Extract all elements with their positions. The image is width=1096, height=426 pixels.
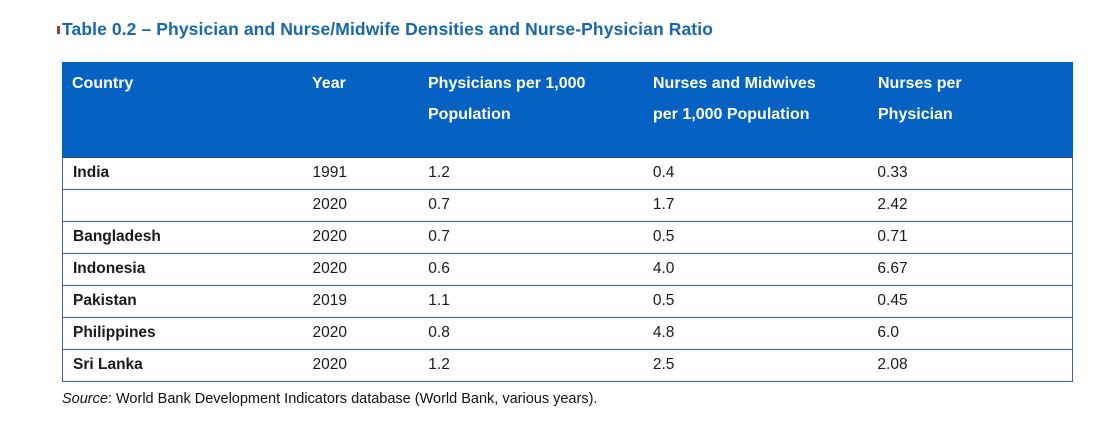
cell-physicians: 1.2 xyxy=(428,356,450,373)
cell-year: 2019 xyxy=(312,292,347,309)
cell-nurses: 4.0 xyxy=(652,260,675,277)
source-text: : World Bank Development Indicators data… xyxy=(107,391,598,407)
table-row: Indonesia 2020 0.6 4.0 6.67 xyxy=(63,254,1072,286)
cell-nurses: 1.7 xyxy=(652,196,675,213)
column-header-nurses-midwives: Nurses and Midwives per 1,000 Population xyxy=(653,75,816,123)
cell-country: India xyxy=(73,164,110,181)
source-note: Source: World Bank Development Indicator… xyxy=(62,391,597,407)
data-table: Country Year Physicians per 1,000 Popula… xyxy=(62,62,1073,382)
cell-nurses: 2.5 xyxy=(652,356,675,373)
table-row: India 1991 1.2 0.4 0.33 xyxy=(63,158,1072,190)
cell-country: Indonesia xyxy=(73,260,146,277)
cell-year: 2020 xyxy=(312,228,347,245)
cell-ratio: 0.33 xyxy=(877,164,908,181)
table-row: Bangladesh 2020 0.7 0.5 0.71 xyxy=(63,222,1072,254)
cell-ratio: 6.0 xyxy=(877,324,899,341)
table-row: Pakistan 2019 1.1 0.5 0.45 xyxy=(63,286,1072,318)
table-row: 2020 0.7 1.7 2.42 xyxy=(63,190,1072,222)
table-header-row: Country Year Physicians per 1,000 Popula… xyxy=(62,62,1073,158)
cell-physicians: 0.7 xyxy=(428,196,450,213)
cell-nurses: 4.8 xyxy=(652,324,675,341)
cell-physicians: 0.7 xyxy=(428,228,450,245)
cell-country: Sri Lanka xyxy=(73,356,143,373)
table-row: Sri Lanka 2020 1.2 2.5 2.08 xyxy=(63,350,1072,381)
table-row: Philippines 2020 0.8 4.8 6.0 xyxy=(63,318,1072,350)
cell-country xyxy=(63,190,303,221)
cell-ratio: 2.42 xyxy=(877,196,908,213)
cell-year: 2020 xyxy=(312,356,347,373)
cell-physicians: 1.1 xyxy=(428,292,450,309)
cell-physicians: 1.2 xyxy=(428,164,450,181)
column-header-nurse-physician-ratio: Nurses per Physician xyxy=(878,75,962,123)
cell-country: Pakistan xyxy=(73,292,137,309)
table-caption: Table 0.2 – Physician and Nurse/Midwife … xyxy=(62,19,713,39)
cell-country: Philippines xyxy=(73,324,156,341)
column-header-country: Country xyxy=(72,75,134,92)
cell-physicians: 0.8 xyxy=(428,324,450,341)
cell-year: 2020 xyxy=(312,324,347,341)
cell-year: 2020 xyxy=(312,260,347,277)
cell-nurses: 0.4 xyxy=(652,164,675,181)
column-header-physicians: Physicians per 1,000 Population xyxy=(428,75,586,123)
cell-nurses: 0.5 xyxy=(652,292,675,309)
cell-year: 1991 xyxy=(312,164,347,181)
cell-ratio: 0.45 xyxy=(877,292,908,309)
table-body: India 1991 1.2 0.4 0.33 2020 0.7 1.7 2.4… xyxy=(62,158,1073,382)
cell-ratio: 0.71 xyxy=(877,228,908,245)
column-header-year: Year xyxy=(312,75,346,92)
cell-country: Bangladesh xyxy=(73,228,161,245)
cell-year: 2020 xyxy=(312,196,347,213)
source-label: Source xyxy=(62,391,108,407)
cell-ratio: 2.08 xyxy=(877,356,908,373)
revision-marker-icon xyxy=(57,26,60,34)
cell-physicians: 0.6 xyxy=(428,260,450,277)
cell-nurses: 0.5 xyxy=(652,228,675,245)
cell-ratio: 6.67 xyxy=(877,260,908,277)
